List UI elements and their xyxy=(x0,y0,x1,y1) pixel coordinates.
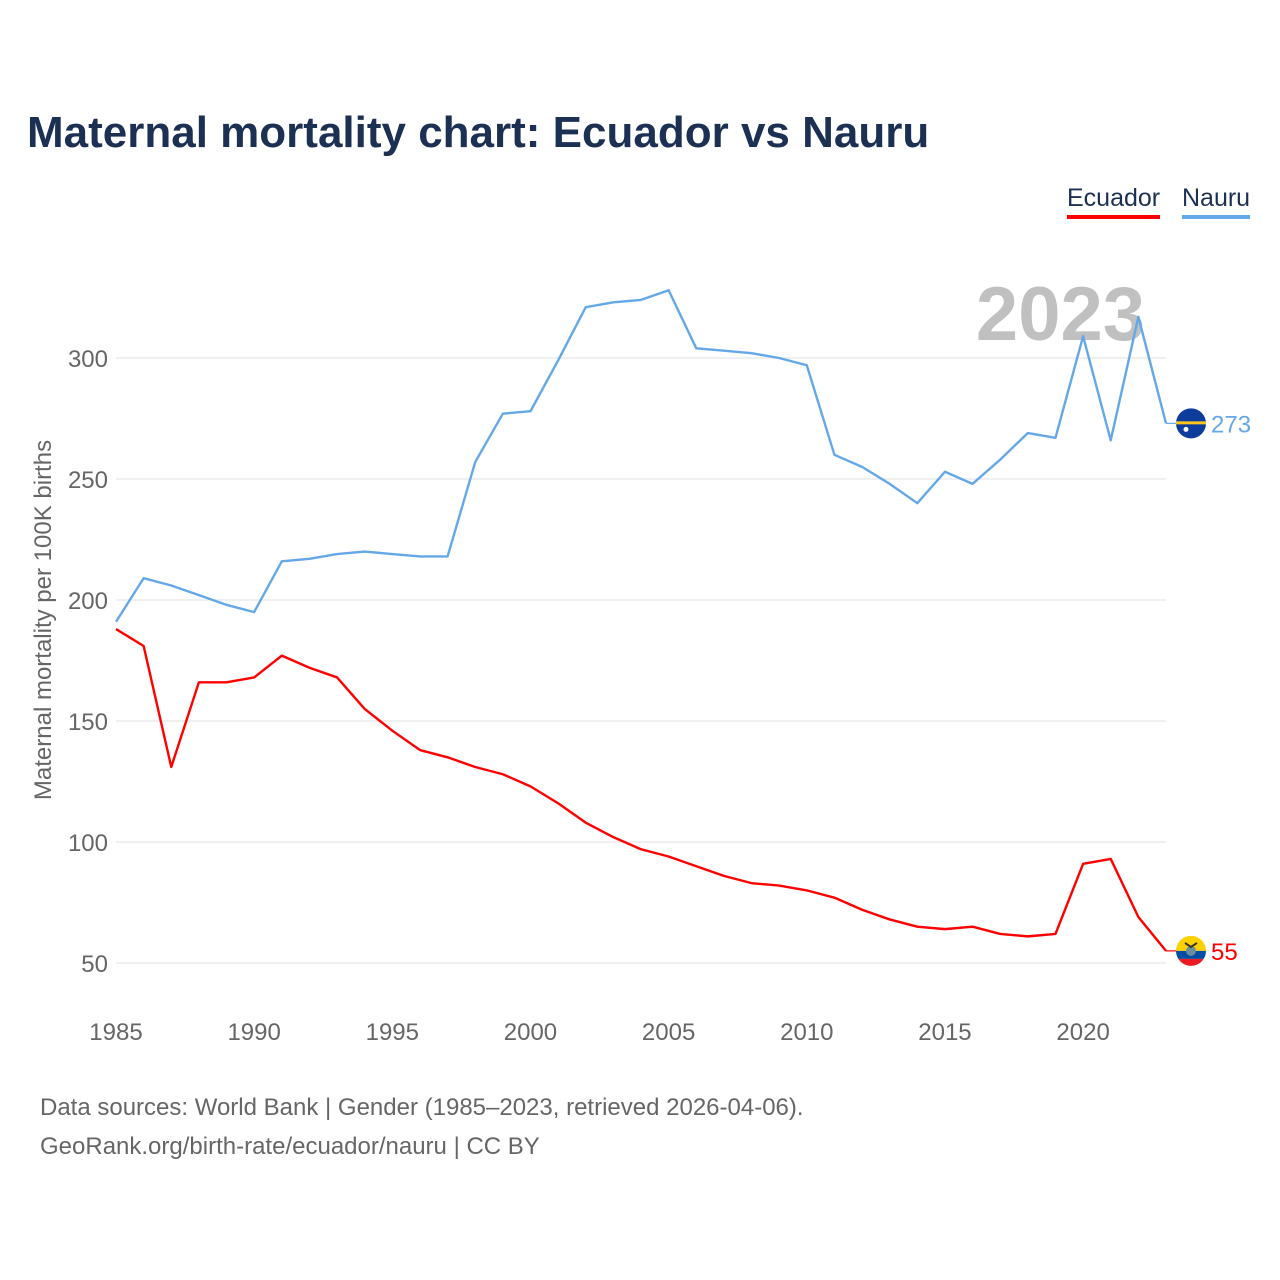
x-tick-label: 1985 xyxy=(89,1019,142,1046)
end-value-label-nauru: 273 xyxy=(1211,411,1251,438)
footer: Data sources: World Bank | Gender (1985–… xyxy=(40,1088,804,1166)
y-tick-label: 100 xyxy=(68,830,108,857)
ecuador-flag-icon xyxy=(1176,935,1206,966)
y-tick-label: 200 xyxy=(68,588,108,615)
y-axis-label: Maternal mortality per 100K births xyxy=(30,440,57,800)
y-tick-label: 250 xyxy=(68,467,108,494)
end-value-label-ecuador: 55 xyxy=(1211,939,1238,966)
legend-nauru[interactable]: Nauru xyxy=(1182,184,1251,219)
x-tick-label: 2020 xyxy=(1056,1019,1109,1046)
year-label: 2023 xyxy=(976,272,1145,357)
x-tick-label: 2015 xyxy=(918,1019,971,1046)
y-tick-label: 150 xyxy=(68,709,108,736)
x-tick-label: 1995 xyxy=(366,1019,419,1046)
series-line-ecuador xyxy=(115,628,1167,952)
y-tick-label: 50 xyxy=(81,951,108,978)
legend-ecuador[interactable]: Ecuador xyxy=(1067,184,1161,219)
x-tick-label: 2000 xyxy=(504,1019,557,1046)
nauru-flag-icon xyxy=(1176,408,1206,439)
series-line-nauru xyxy=(114,289,1168,623)
chart-title: Maternal mortality chart: Ecuador vs Nau… xyxy=(27,108,930,157)
attribution-link[interactable]: GeoRank.org/birth-rate/ecuador/nauru | C… xyxy=(40,1133,540,1160)
x-tick-label: 2005 xyxy=(642,1019,695,1046)
x-tick-label: 2010 xyxy=(780,1019,833,1046)
y-tick-label: 300 xyxy=(68,346,108,373)
x-tick-label: 1990 xyxy=(227,1019,280,1046)
data-source-note: Data sources: World Bank | Gender (1985–… xyxy=(40,1094,804,1121)
